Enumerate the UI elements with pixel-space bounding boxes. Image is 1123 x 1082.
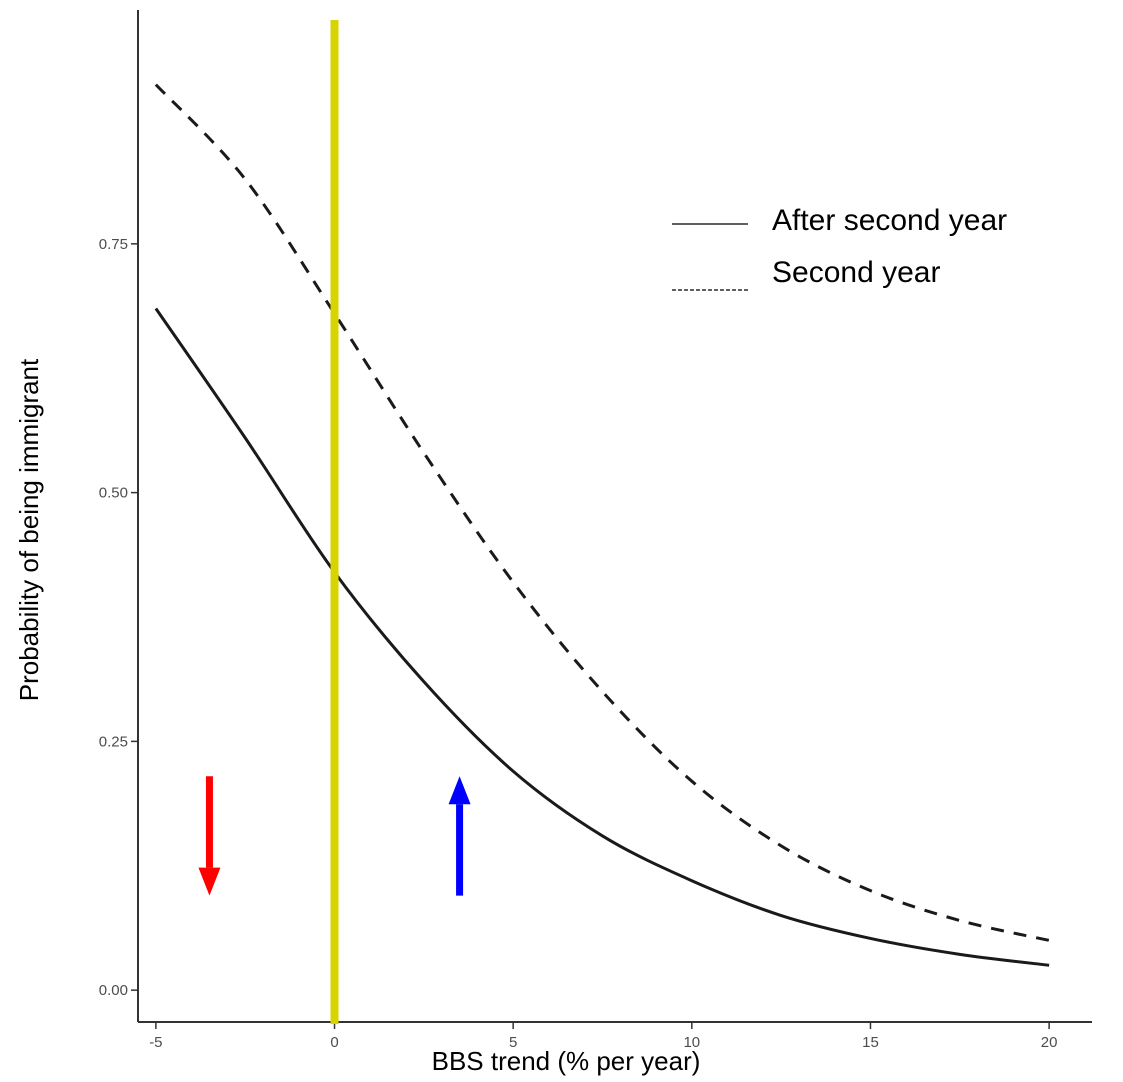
axes bbox=[137, 10, 1092, 1023]
series-lines bbox=[154, 83, 1050, 967]
x-tick-label: 5 bbox=[509, 1034, 517, 1051]
red-down-arrow bbox=[198, 776, 221, 896]
x-tick-label: 15 bbox=[862, 1034, 879, 1051]
ticks: -5 0 5 10 15 20 0.00 0.25 0.50 0.75 bbox=[99, 236, 1058, 1051]
series-line-after-second-year bbox=[154, 307, 1050, 967]
y-tick-label: 0.25 bbox=[99, 733, 128, 750]
y-tick-label: 0.75 bbox=[99, 236, 128, 253]
legend-label: After second year bbox=[772, 204, 1007, 237]
legend-label: Second year bbox=[772, 256, 940, 289]
annotations bbox=[198, 20, 471, 1024]
arrow-head bbox=[448, 776, 471, 805]
x-axis-title: BBS trend (% per year) bbox=[432, 1046, 701, 1076]
y-tick-label: 0.50 bbox=[99, 485, 128, 502]
y-tick-label: 0.00 bbox=[99, 982, 128, 999]
legend: After second year Second year bbox=[672, 204, 1007, 291]
x-tick-label: 0 bbox=[330, 1034, 338, 1051]
arrow-head bbox=[198, 867, 221, 896]
series-line-second-year bbox=[154, 83, 1050, 942]
y-axis-title: Probability of being immigrant bbox=[14, 358, 44, 701]
x-tick-label: -5 bbox=[149, 1034, 162, 1051]
x-tick-label: 10 bbox=[683, 1034, 700, 1051]
x-tick-label: 20 bbox=[1041, 1034, 1058, 1051]
blue-up-arrow bbox=[448, 776, 471, 896]
